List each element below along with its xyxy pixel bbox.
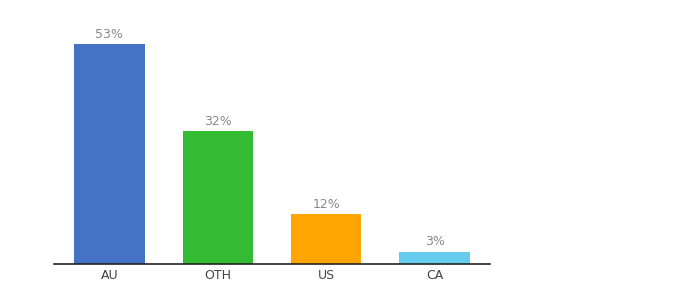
Text: 12%: 12% [312,198,340,211]
Text: 3%: 3% [424,235,445,248]
Bar [399,251,470,264]
Text: 53%: 53% [95,28,123,41]
Bar [291,214,362,264]
Text: 32%: 32% [204,115,232,128]
Bar [74,44,145,264]
Bar [182,131,253,264]
